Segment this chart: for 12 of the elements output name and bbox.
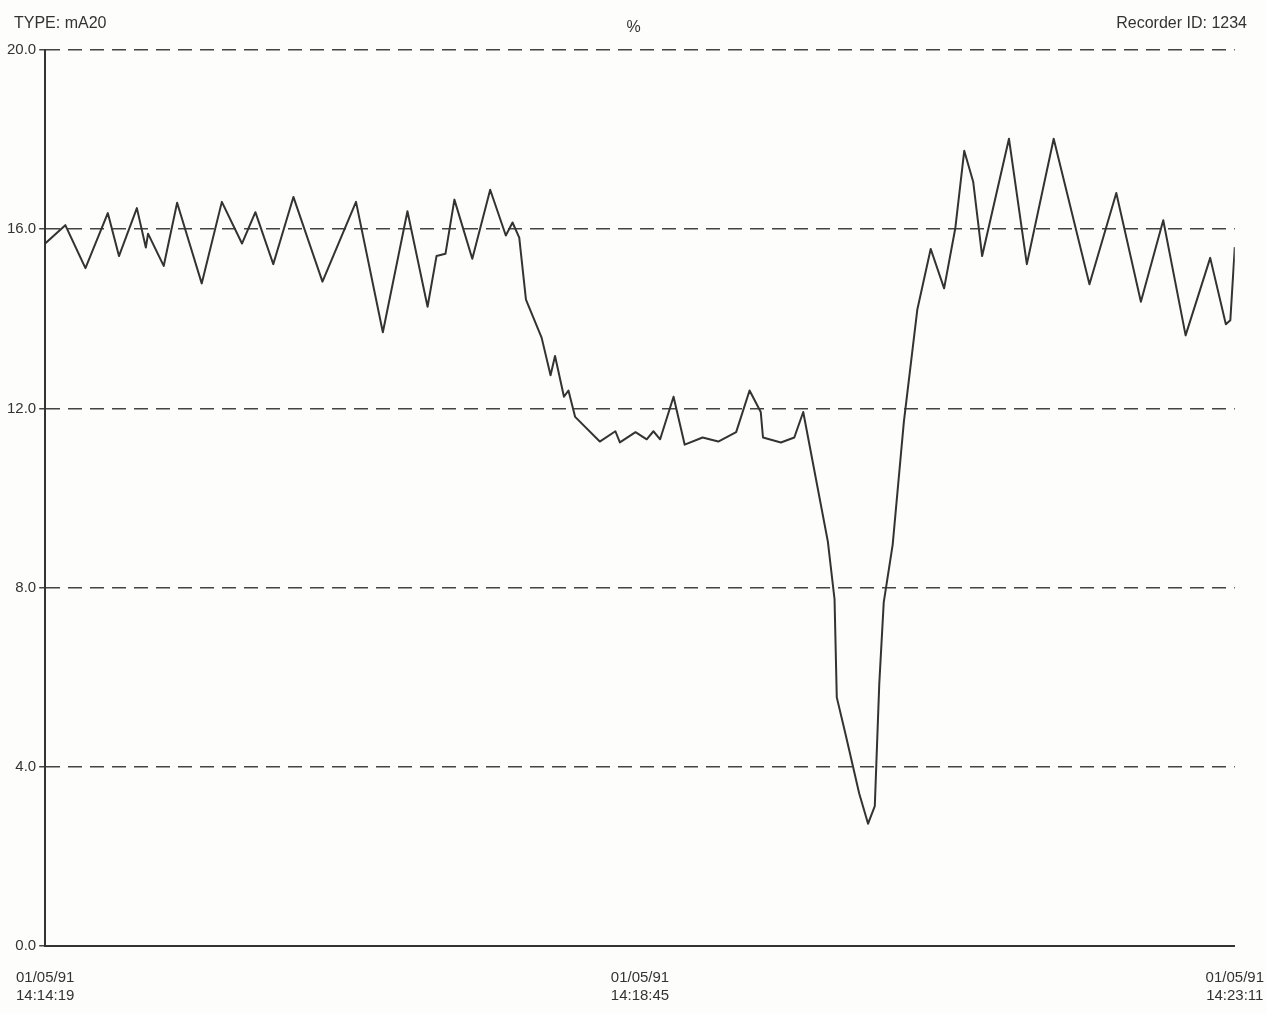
y-tick-label: 12.0	[6, 398, 37, 416]
y-tick-label: 0.0	[15, 936, 37, 954]
y-tick-label: 16.0	[6, 219, 37, 237]
text: Recorder ID: 1234	[1116, 14, 1247, 32]
x-tick-label: 01/05/91 14:23:11	[1205, 968, 1264, 1004]
y-tick-label: 20.0	[6, 40, 37, 58]
y-tick-label: 8.0	[15, 577, 37, 595]
x-tick-label: 01/05/91 14:18:45	[610, 968, 670, 1004]
chart-title: %	[626, 18, 641, 35]
y-tick-label: 4.0	[15, 756, 37, 774]
text: TYPE: mA20	[14, 14, 107, 32]
x-tick-label: 01/05/91 14:14:19	[16, 968, 75, 1004]
